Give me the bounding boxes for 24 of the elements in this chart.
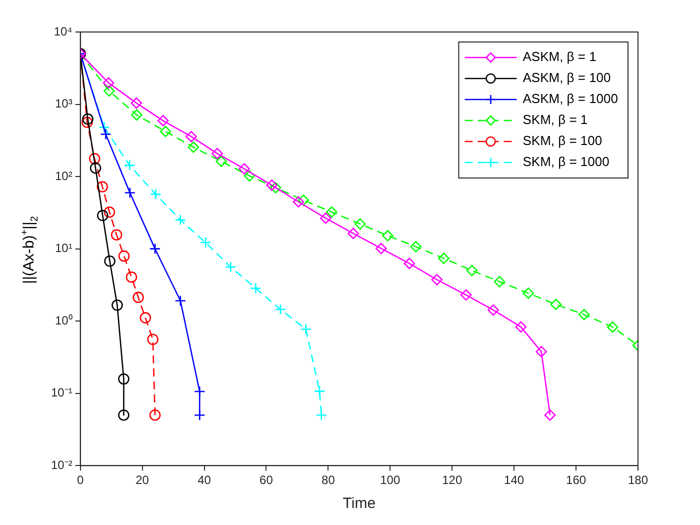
y-tick-label: 10² <box>55 168 72 183</box>
y-tick-label: 10⁴ <box>54 24 72 38</box>
y-tick-label: 10⁻¹ <box>51 386 72 400</box>
x-tick-label: 40 <box>198 473 212 488</box>
x-axis-title: Time <box>342 495 376 512</box>
legend-label: ASKM, β = 1000 <box>522 91 618 106</box>
legend-label: ASKM, β = 100 <box>522 70 611 86</box>
x-tick-label: 60 <box>260 473 274 488</box>
y-tick-label: 10¹ <box>55 241 72 256</box>
x-tick-label: 180 <box>628 473 648 488</box>
legend-label: SKM, β = 100 <box>522 133 602 148</box>
y-tick-label: 10⁻² <box>51 458 72 472</box>
y-tick-label: 10³ <box>55 96 72 111</box>
legend-label: ASKM, β = 1 <box>522 49 596 64</box>
x-tick-label: 100 <box>380 473 400 488</box>
y-tick-label: 10⁰ <box>54 313 72 328</box>
legend-label: SKM, β = 1000 <box>522 154 610 170</box>
x-tick-label: 120 <box>442 473 462 488</box>
x-tick-label: 20 <box>136 473 150 488</box>
x-tick-label: 160 <box>566 473 586 488</box>
x-tick-label: 140 <box>504 473 524 488</box>
x-tick-label: 0 <box>77 473 84 488</box>
legend-label: SKM, β = 1 <box>522 112 588 128</box>
x-tick-label: 80 <box>322 473 336 488</box>
